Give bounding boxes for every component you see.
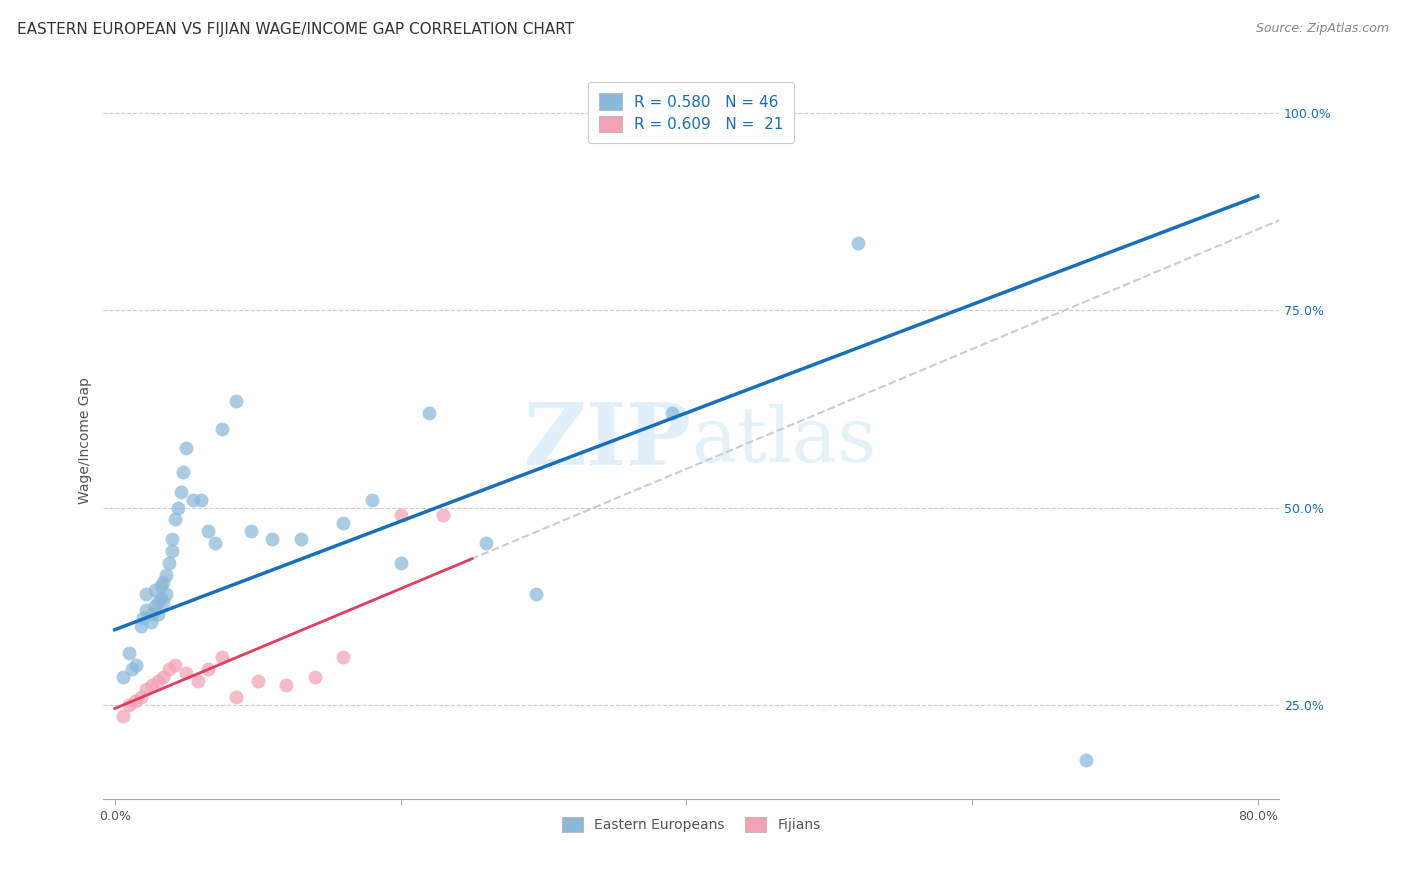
Point xyxy=(135,587,157,601)
Point xyxy=(239,524,262,538)
Point xyxy=(163,512,186,526)
Point xyxy=(361,492,384,507)
Point xyxy=(432,508,454,523)
Point xyxy=(290,532,312,546)
Point xyxy=(475,536,498,550)
Point xyxy=(149,579,172,593)
Point xyxy=(146,595,169,609)
Point xyxy=(260,532,283,546)
Point xyxy=(246,673,269,688)
Point xyxy=(125,658,148,673)
Point xyxy=(160,544,183,558)
Point xyxy=(139,615,162,629)
Point xyxy=(155,587,177,601)
Point xyxy=(304,670,326,684)
Point xyxy=(152,595,174,609)
Point xyxy=(166,500,188,515)
Point xyxy=(174,442,197,456)
Point xyxy=(112,709,135,723)
Point xyxy=(143,599,166,613)
Point xyxy=(112,670,135,684)
Point xyxy=(276,678,298,692)
Point xyxy=(118,698,141,712)
Point xyxy=(121,662,143,676)
Point xyxy=(332,516,354,531)
Legend: Eastern Europeans, Fijians: Eastern Europeans, Fijians xyxy=(555,810,828,838)
Point xyxy=(129,619,152,633)
Point xyxy=(143,583,166,598)
Point xyxy=(225,394,247,409)
Point xyxy=(418,406,440,420)
Point xyxy=(152,670,174,684)
Point xyxy=(225,690,247,704)
Point xyxy=(846,236,869,251)
Point xyxy=(524,587,547,601)
Y-axis label: Wage/Income Gap: Wage/Income Gap xyxy=(79,377,93,504)
Text: EASTERN EUROPEAN VS FIJIAN WAGE/INCOME GAP CORRELATION CHART: EASTERN EUROPEAN VS FIJIAN WAGE/INCOME G… xyxy=(17,22,574,37)
Point xyxy=(141,678,163,692)
Point xyxy=(1076,753,1098,767)
Point xyxy=(163,658,186,673)
Point xyxy=(118,646,141,660)
Text: ZIP: ZIP xyxy=(523,399,692,483)
Point xyxy=(157,662,180,676)
Text: atlas: atlas xyxy=(692,403,877,477)
Point xyxy=(152,575,174,590)
Point xyxy=(146,607,169,621)
Point xyxy=(174,666,197,681)
Point xyxy=(157,556,180,570)
Point xyxy=(124,693,146,707)
Point xyxy=(146,673,169,688)
Point xyxy=(141,607,163,621)
Point xyxy=(132,611,155,625)
Point xyxy=(197,662,219,676)
Point xyxy=(389,556,412,570)
Point xyxy=(211,422,233,436)
Point xyxy=(661,406,683,420)
Point xyxy=(160,532,183,546)
Text: Source: ZipAtlas.com: Source: ZipAtlas.com xyxy=(1256,22,1389,36)
Point xyxy=(332,650,354,665)
Point xyxy=(197,524,219,538)
Point xyxy=(149,591,172,606)
Point xyxy=(135,681,157,696)
Point xyxy=(155,567,177,582)
Point xyxy=(187,673,209,688)
Point xyxy=(172,465,194,479)
Point xyxy=(129,690,152,704)
Point xyxy=(169,484,191,499)
Point xyxy=(204,536,226,550)
Point xyxy=(190,492,212,507)
Point xyxy=(211,650,233,665)
Point xyxy=(389,508,412,523)
Point xyxy=(183,492,205,507)
Point xyxy=(135,603,157,617)
